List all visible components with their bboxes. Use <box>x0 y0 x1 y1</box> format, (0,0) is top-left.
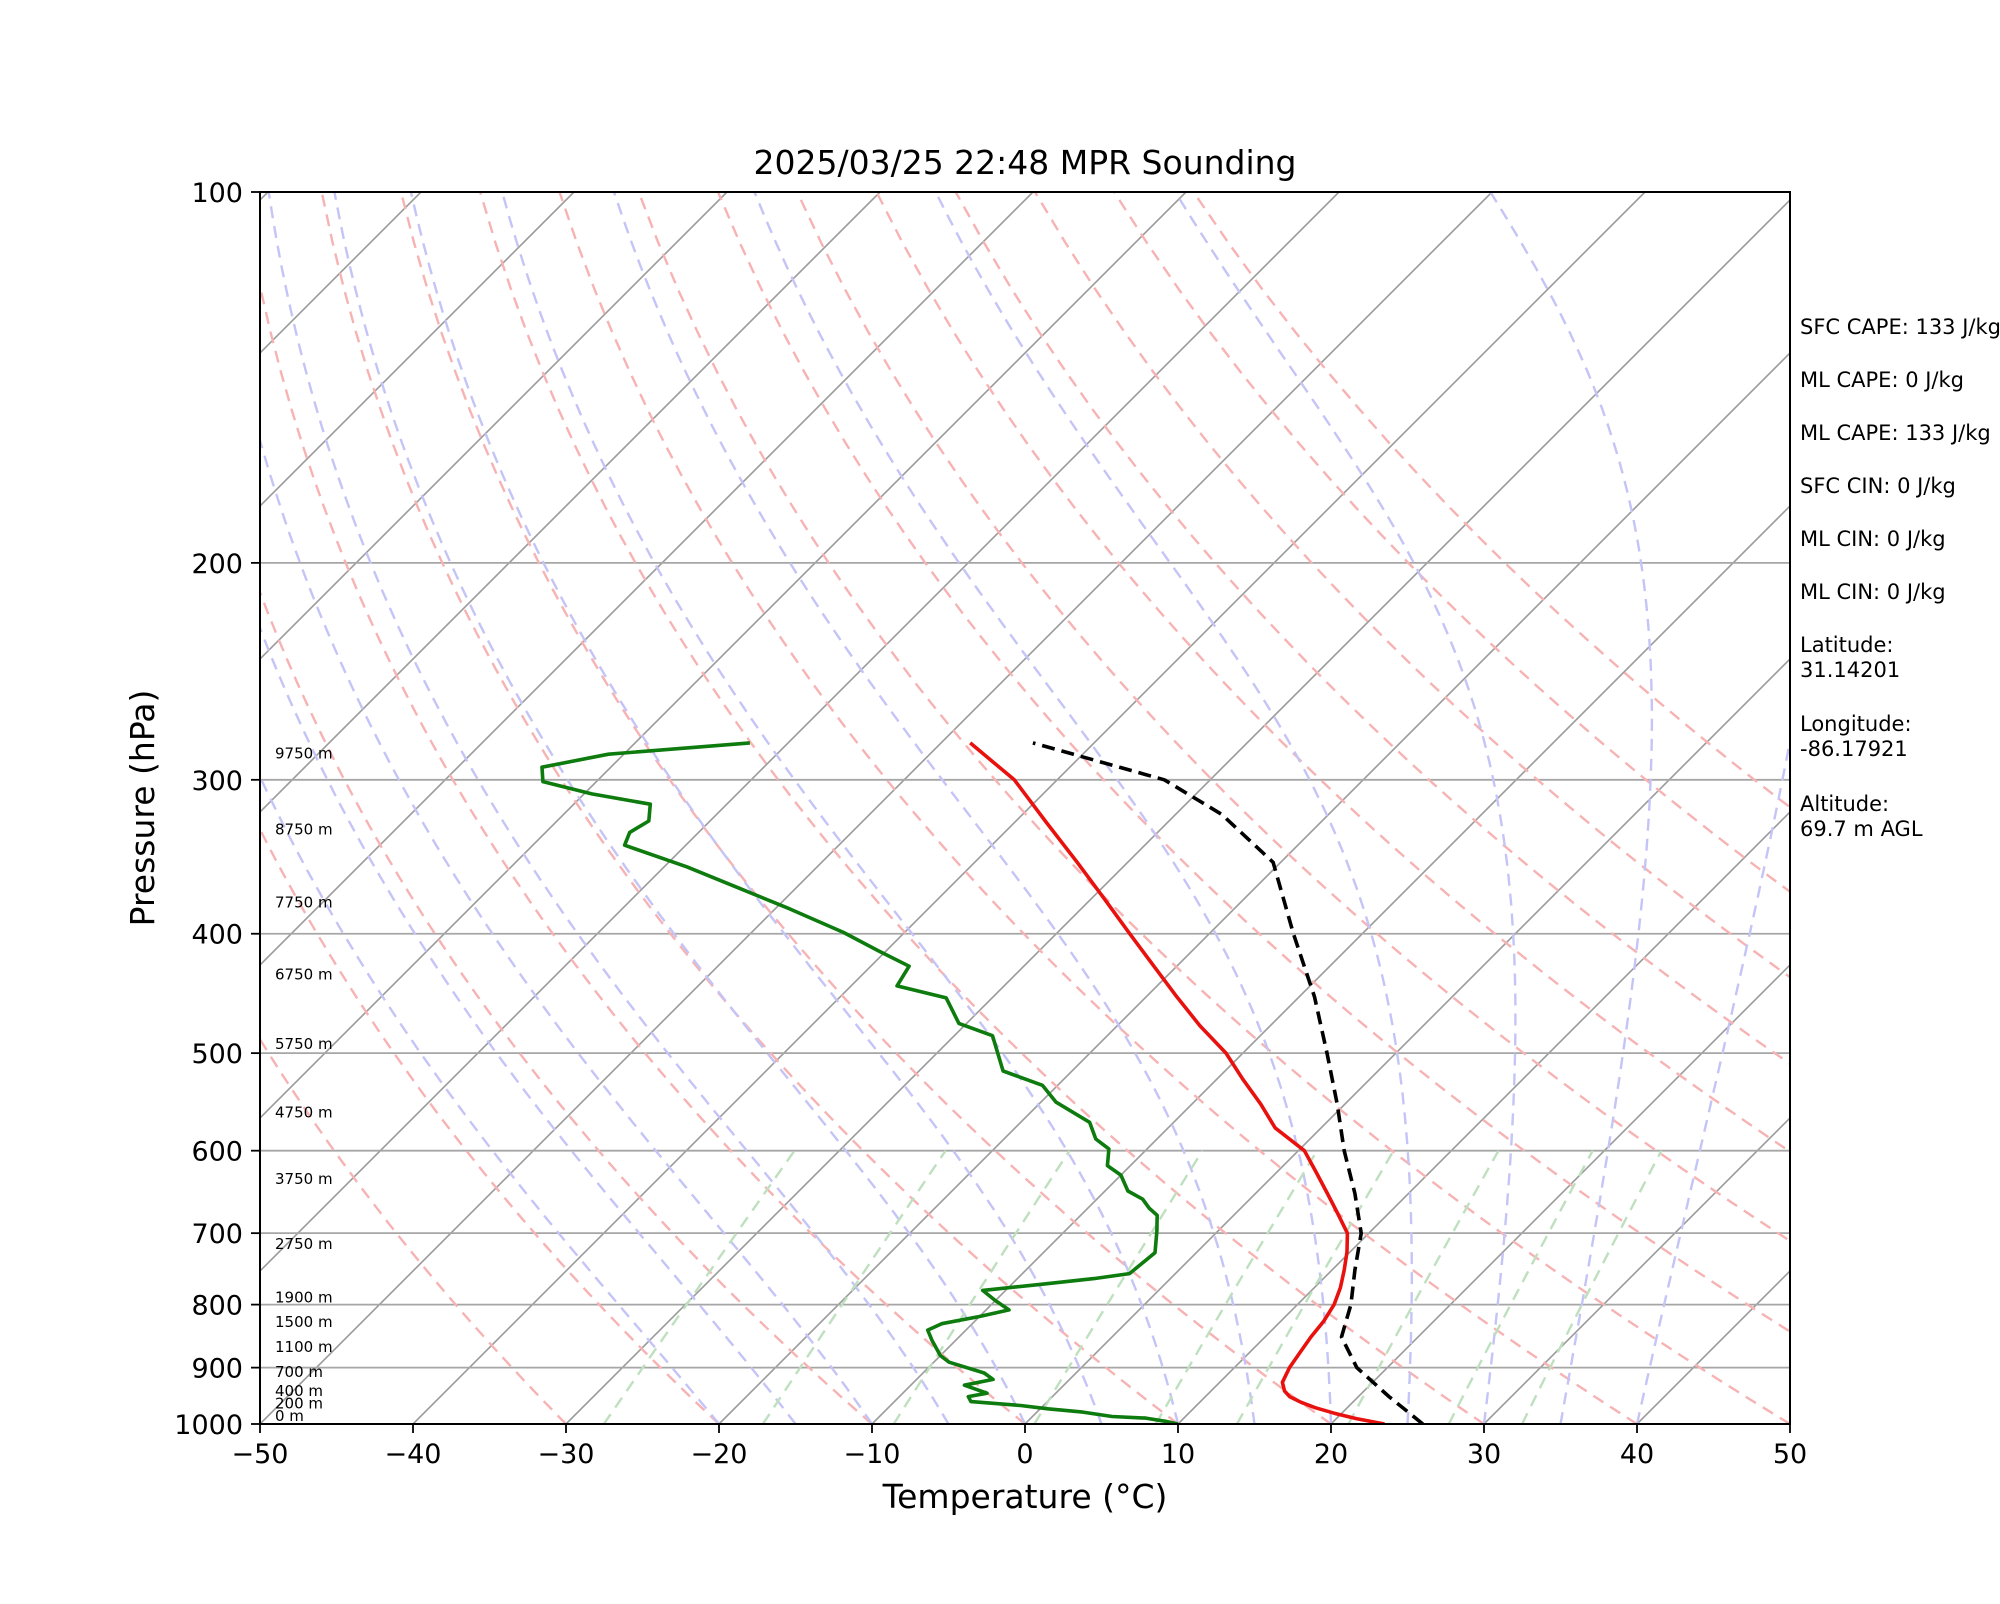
height-label: 7750 m <box>275 894 333 912</box>
y-tick-label: 100 <box>191 178 243 209</box>
x-tick-label: 30 <box>1467 1439 1501 1470</box>
height-label: 400 m <box>275 1382 323 1400</box>
height-label: 6750 m <box>275 965 333 983</box>
height-label: 700 m <box>275 1363 323 1381</box>
stat-line: Longitude: <box>1800 712 1912 737</box>
stat-line: -86.17921 <box>1800 737 1908 762</box>
y-tick-label: 700 <box>191 1219 243 1250</box>
height-label: 2750 m <box>275 1235 333 1253</box>
x-tick-label: 0 <box>1016 1439 1033 1470</box>
y-axis-title: Pressure (hPa) <box>123 690 162 927</box>
y-tick-label: 500 <box>191 1039 243 1070</box>
x-tick-label: 20 <box>1314 1439 1348 1470</box>
stat-line: Altitude: <box>1800 792 1889 817</box>
stat-line: 31.14201 <box>1800 658 1900 683</box>
x-tick-label: −10 <box>844 1439 901 1470</box>
sounding-stats-panel: SFC CAPE: 133 J/kg ML CAPE: 0 J/kg ML CAPE… <box>1800 315 2000 855</box>
x-tick-label: −40 <box>385 1439 442 1470</box>
height-label: 8750 m <box>275 820 333 838</box>
height-label: 3750 m <box>275 1170 333 1188</box>
stat-line: Latitude: <box>1800 633 1894 658</box>
stat-line: SFC CAPE: 133 J/kg <box>1800 315 2000 340</box>
height-label: 4750 m <box>275 1103 333 1121</box>
height-label: 9750 m <box>275 745 333 763</box>
y-tick-label: 600 <box>191 1137 243 1168</box>
x-tick-label: 50 <box>1773 1439 1807 1470</box>
x-tick-label: −30 <box>538 1439 595 1470</box>
height-label: 1100 m <box>275 1338 333 1356</box>
x-tick-label: −50 <box>232 1439 289 1470</box>
height-label: 1500 m <box>275 1313 333 1331</box>
stat-line: ML CIN: 0 J/kg <box>1800 527 1946 552</box>
stat-line: SFC CIN: 0 J/kg <box>1800 474 1956 499</box>
x-tick-label: 40 <box>1620 1439 1654 1470</box>
y-tick-label: 300 <box>191 766 243 797</box>
x-axis-title: Temperature (°C) <box>882 1477 1168 1516</box>
height-label: 5750 m <box>275 1035 333 1053</box>
stat-line: 69.7 m AGL <box>1800 817 1923 842</box>
height-label: 1900 m <box>275 1288 333 1306</box>
stat-line: ML CIN: 0 J/kg <box>1800 580 1946 605</box>
y-tick-label: 400 <box>191 920 243 951</box>
x-tick-label: 10 <box>1161 1439 1195 1470</box>
stat-line: ML CAPE: 133 J/kg <box>1800 421 1991 446</box>
y-tick-label: 800 <box>191 1291 243 1322</box>
y-tick-label: 900 <box>191 1354 243 1385</box>
y-tick-label: 1000 <box>174 1410 243 1441</box>
y-tick-label: 200 <box>191 549 243 580</box>
stat-line: ML CAPE: 0 J/kg <box>1800 368 1964 393</box>
chart-title: 2025/03/25 22:48 MPR Sounding <box>753 143 1296 182</box>
x-tick-label: −20 <box>691 1439 748 1470</box>
